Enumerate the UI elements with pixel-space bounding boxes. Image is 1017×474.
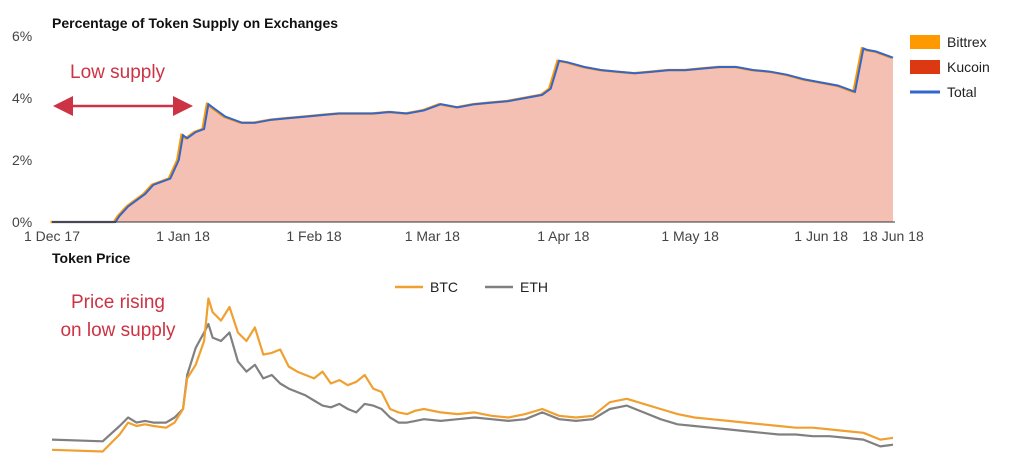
supply-total-line [52,47,894,223]
supply-x-tick-label: 1 Apr 18 [537,228,589,244]
eth-price-line [51,322,894,448]
supply-x-tick-label: 1 Jan 18 [156,228,210,244]
supply-x-tick-label: 1 Jun 18 [794,228,848,244]
supply-x-axis: 1 Dec 17 1 Jan 18 1 Feb 18 1 Mar 18 1 Apr 18… [24,228,924,244]
supply-x-tick-label: 18 Jun 18 [862,228,924,244]
price-legend: BTC ETH [395,279,548,295]
supply-y-tick-label: 2% [12,152,32,168]
price-annotation-line-2: on low supply [60,320,176,341]
supply-y-tick-label: 6% [12,28,32,44]
legend-total-label: Total [947,84,977,100]
legend-eth-label: ETH [520,279,548,295]
supply-area-series [50,46,894,224]
price-line-series [51,297,894,453]
supply-fill-area [52,48,893,223]
price-chart-title: Token Price [52,250,131,266]
low-supply-annotation: Low supply [70,62,166,83]
legend-kucoin-label: Kucoin [947,59,990,75]
legend-bittrex-swatch [910,35,940,49]
supply-y-axis: 0% 2% 4% 6% [12,28,32,230]
supply-legend: Bittrex Kucoin Total [910,34,990,100]
supply-x-tick-label: 1 May 18 [661,228,719,244]
legend-bittrex-label: Bittrex [947,34,987,50]
supply-x-tick-label: 1 Dec 17 [24,228,80,244]
supply-chart-title: Percentage of Token Supply on Exchanges [52,15,338,31]
supply-x-tick-label: 1 Feb 18 [286,228,341,244]
btc-price-line [51,297,894,453]
price-annotation-line-1: Price rising [71,292,165,313]
supply-y-tick-label: 0% [12,214,32,230]
legend-kucoin-swatch [910,60,940,74]
supply-x-tick-label: 1 Mar 18 [405,228,460,244]
legend-btc-label: BTC [430,279,458,295]
supply-y-tick-label: 4% [12,90,32,106]
